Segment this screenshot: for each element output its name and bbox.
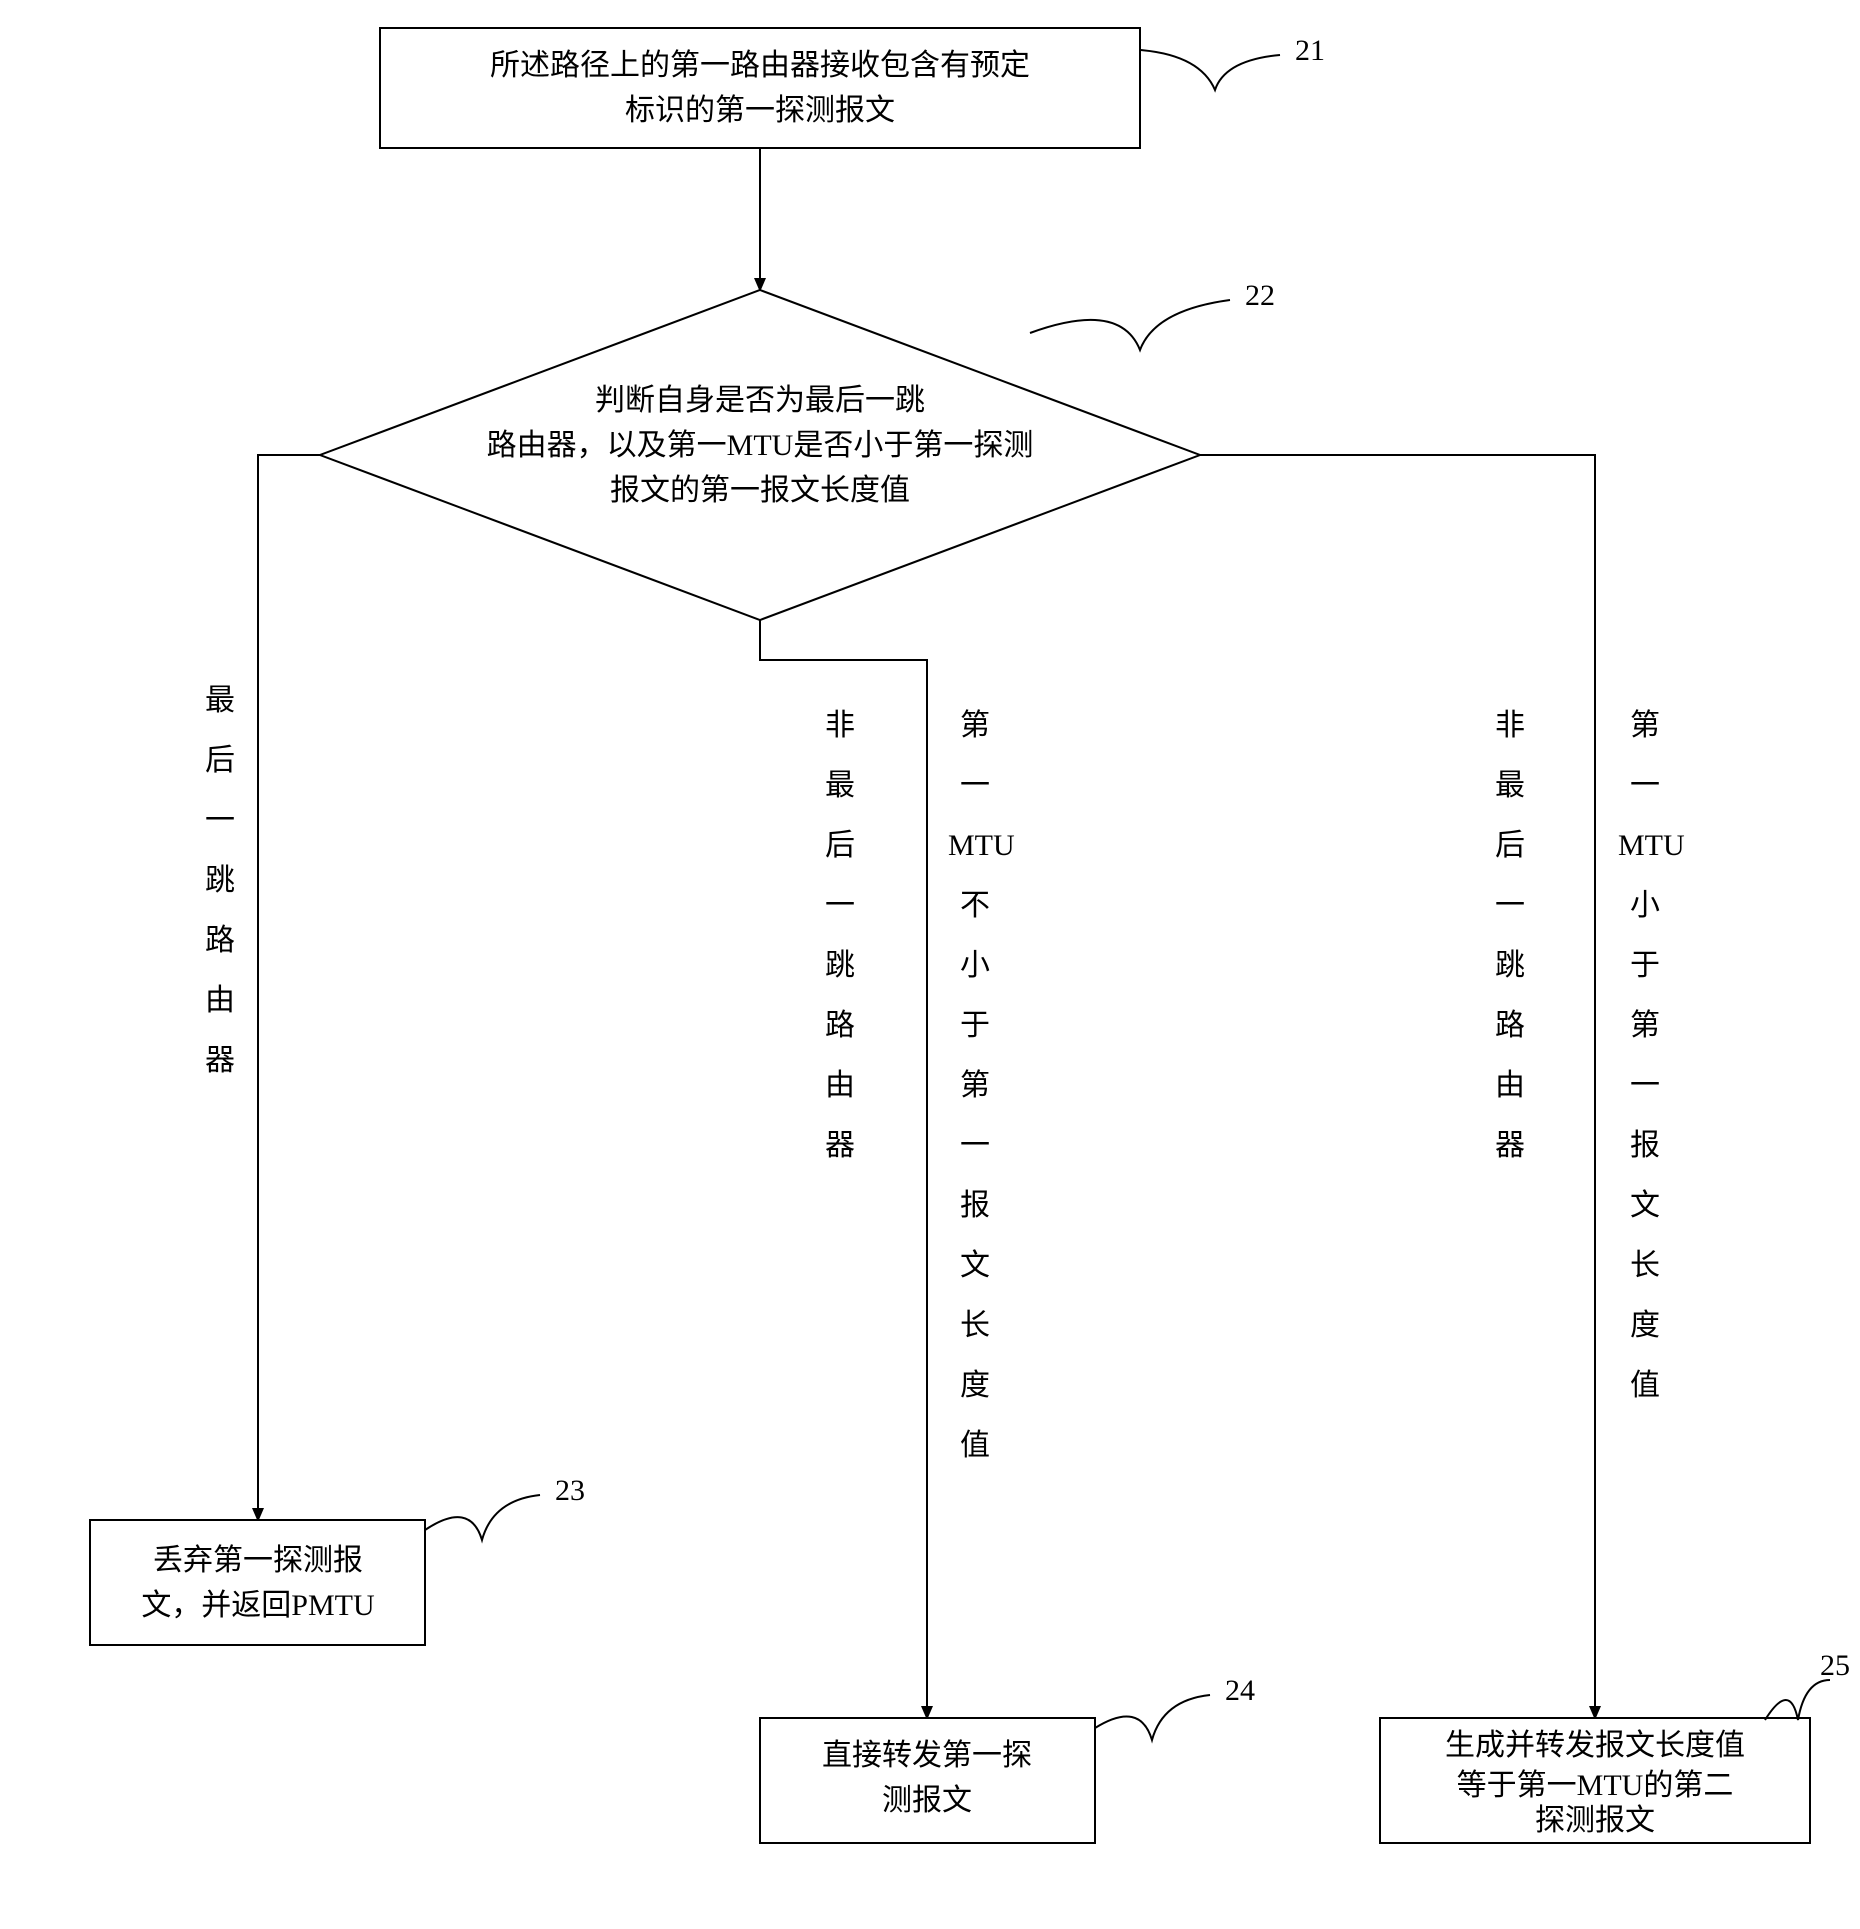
leader-21 [1140, 50, 1280, 90]
svg-text:一: 一 [960, 1129, 990, 1162]
svg-text:路: 路 [825, 1009, 855, 1042]
svg-text:报: 报 [1630, 1129, 1660, 1162]
leader-23 [425, 1495, 540, 1540]
svg-text:长: 长 [960, 1309, 990, 1342]
svg-text:一: 一 [825, 889, 855, 922]
box-21 [380, 28, 1140, 148]
label-24: 24 [1225, 1674, 1255, 1707]
svg-text:MTU: MTU [948, 829, 1015, 862]
leader-25 [1765, 1680, 1830, 1720]
svg-text:第: 第 [960, 1069, 990, 1102]
leader-22 [1030, 300, 1230, 350]
svg-text:非: 非 [1495, 709, 1525, 742]
svg-text:长: 长 [1630, 1249, 1660, 1282]
svg-text:报: 报 [960, 1189, 990, 1222]
svg-text:一: 一 [1495, 889, 1525, 922]
arrow-22-25 [1200, 455, 1595, 1718]
box-21-line2: 标识的第一探测报文 [625, 94, 895, 127]
svg-text:一: 一 [1630, 769, 1660, 802]
svg-text:第: 第 [1630, 709, 1660, 742]
box-23-line1: 丢弃第一探测报 [153, 1544, 363, 1577]
svg-text:器: 器 [1495, 1129, 1525, 1162]
diamond-22-line1: 判断自身是否为最后一跳 [595, 384, 925, 417]
svg-text:最: 最 [825, 769, 855, 802]
svg-text:MTU: MTU [1618, 829, 1685, 862]
diamond-22-line3: 报文的第一报文长度值 [610, 474, 910, 507]
leader-24 [1095, 1695, 1210, 1740]
box-21-line1: 所述路径上的第一路由器接收包含有预定 [490, 49, 1030, 82]
box-25-line1: 生成并转发报文长度值 [1445, 1729, 1745, 1762]
svg-text:一: 一 [1630, 1069, 1660, 1102]
svg-text:器: 器 [825, 1129, 855, 1162]
svg-text:后: 后 [205, 744, 235, 777]
box-23 [90, 1520, 425, 1645]
svg-text:由: 由 [825, 1069, 855, 1102]
label-21: 21 [1295, 34, 1325, 67]
box-24-line1: 直接转发第一探 [822, 1739, 1032, 1772]
svg-text:跳: 跳 [825, 949, 855, 982]
svg-text:于: 于 [1630, 949, 1660, 982]
branch-label-mid-left: 非 最 后 一 跳 路 由 器 [825, 709, 855, 1162]
svg-text:小: 小 [1630, 889, 1660, 922]
branch-label-right-left: 非 最 后 一 跳 路 由 器 [1495, 709, 1525, 1162]
svg-text:路: 路 [205, 924, 235, 957]
svg-text:小: 小 [960, 949, 990, 982]
svg-text:器: 器 [205, 1044, 235, 1077]
svg-text:第: 第 [1630, 1009, 1660, 1042]
svg-text:一: 一 [205, 804, 235, 837]
svg-text:度: 度 [960, 1369, 990, 1402]
arrow-22-23 [258, 455, 320, 1520]
svg-text:路: 路 [1495, 1009, 1525, 1042]
svg-text:文: 文 [1630, 1189, 1660, 1222]
box-25-line2: 等于第一MTU的第二 [1457, 1769, 1734, 1802]
svg-text:不: 不 [960, 889, 990, 922]
svg-text:最: 最 [1495, 769, 1525, 802]
svg-text:一: 一 [960, 769, 990, 802]
label-22: 22 [1245, 279, 1275, 312]
branch-label-mid-right: 第 一 MTU 不 小 于 第 一 报 文 长 度 值 [948, 709, 1015, 1462]
svg-text:文: 文 [960, 1249, 990, 1282]
svg-text:第: 第 [960, 709, 990, 742]
svg-text:度: 度 [1630, 1309, 1660, 1342]
svg-text:于: 于 [960, 1009, 990, 1042]
diamond-22-line2: 路由器，以及第一MTU是否小于第一探测 [487, 429, 1034, 462]
svg-text:由: 由 [1495, 1069, 1525, 1102]
svg-text:由: 由 [205, 984, 235, 1017]
svg-text:跳: 跳 [1495, 949, 1525, 982]
svg-text:值: 值 [960, 1429, 990, 1462]
branch-label-right-right: 第 一 MTU 小 于 第 一 报 文 长 度 值 [1618, 709, 1685, 1402]
svg-text:后: 后 [825, 829, 855, 862]
branch-label-left: 最 后 一 跳 路 由 器 [205, 684, 235, 1077]
box-24 [760, 1718, 1095, 1843]
label-23: 23 [555, 1474, 585, 1507]
svg-text:跳: 跳 [205, 864, 235, 897]
svg-text:后: 后 [1495, 829, 1525, 862]
box-23-line2: 文，并返回PMTU [141, 1589, 375, 1622]
svg-text:最: 最 [205, 684, 235, 717]
label-25: 25 [1820, 1649, 1850, 1682]
box-24-line2: 测报文 [882, 1784, 972, 1817]
svg-text:非: 非 [825, 709, 855, 742]
box-25-line3: 探测报文 [1535, 1804, 1655, 1837]
svg-text:值: 值 [1630, 1369, 1660, 1402]
